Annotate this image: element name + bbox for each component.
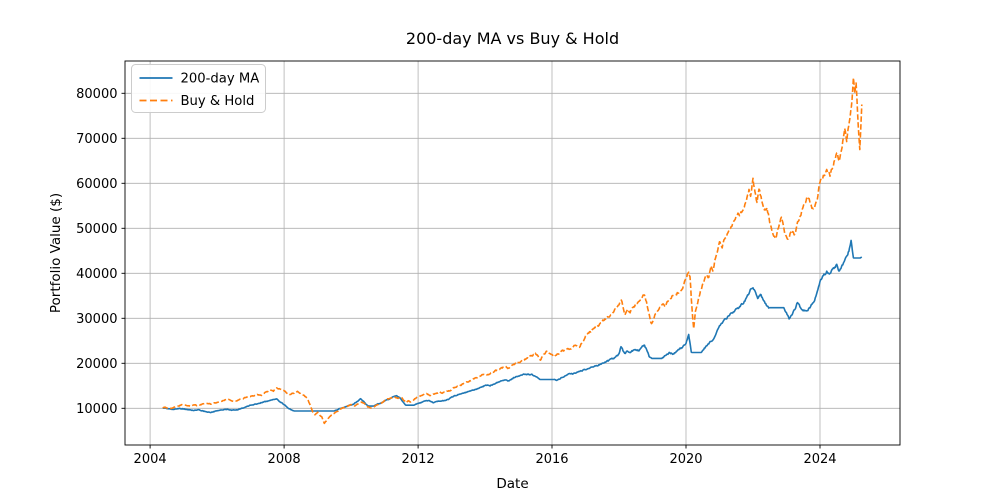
x-tick-label: 2004: [134, 452, 167, 467]
x-tick-label: 2008: [268, 452, 301, 467]
legend: 200-day MA Buy & Hold: [131, 64, 266, 113]
y-tick-label: 20000: [76, 357, 117, 372]
tick-layer: 2004 2008 2012 2016 2020 2024 10000 20000 30000 4…: [76, 87, 836, 467]
y-axis-label: Portfolio Value ($): [48, 193, 64, 313]
y-tick-label: 40000: [76, 267, 117, 282]
y-tick-label: 30000: [76, 312, 117, 327]
x-tick-label: 2020: [669, 452, 702, 467]
y-tick-label: 50000: [76, 222, 117, 237]
chart-title: 200-day MA vs Buy & Hold: [406, 29, 619, 48]
x-tick-label: 2024: [803, 452, 836, 467]
series-layer: [162, 77, 863, 425]
y-tick-label: 80000: [76, 87, 117, 102]
y-tick-label: 10000: [76, 402, 117, 417]
y-tick-label: 60000: [76, 177, 117, 192]
grid-layer: [125, 61, 900, 445]
x-tick-label: 2012: [402, 452, 435, 467]
series-line-buy-hold: [162, 77, 863, 425]
x-axis-label: Date: [496, 476, 528, 492]
x-tick-label: 2016: [535, 452, 568, 467]
plot-border: [124, 60, 901, 446]
legend-item-label: 200-day MA: [181, 72, 260, 87]
y-tick-label: 70000: [76, 132, 117, 147]
series-line-200-day-ma: [162, 239, 863, 414]
legend-item-label: Buy & Hold: [181, 94, 255, 109]
